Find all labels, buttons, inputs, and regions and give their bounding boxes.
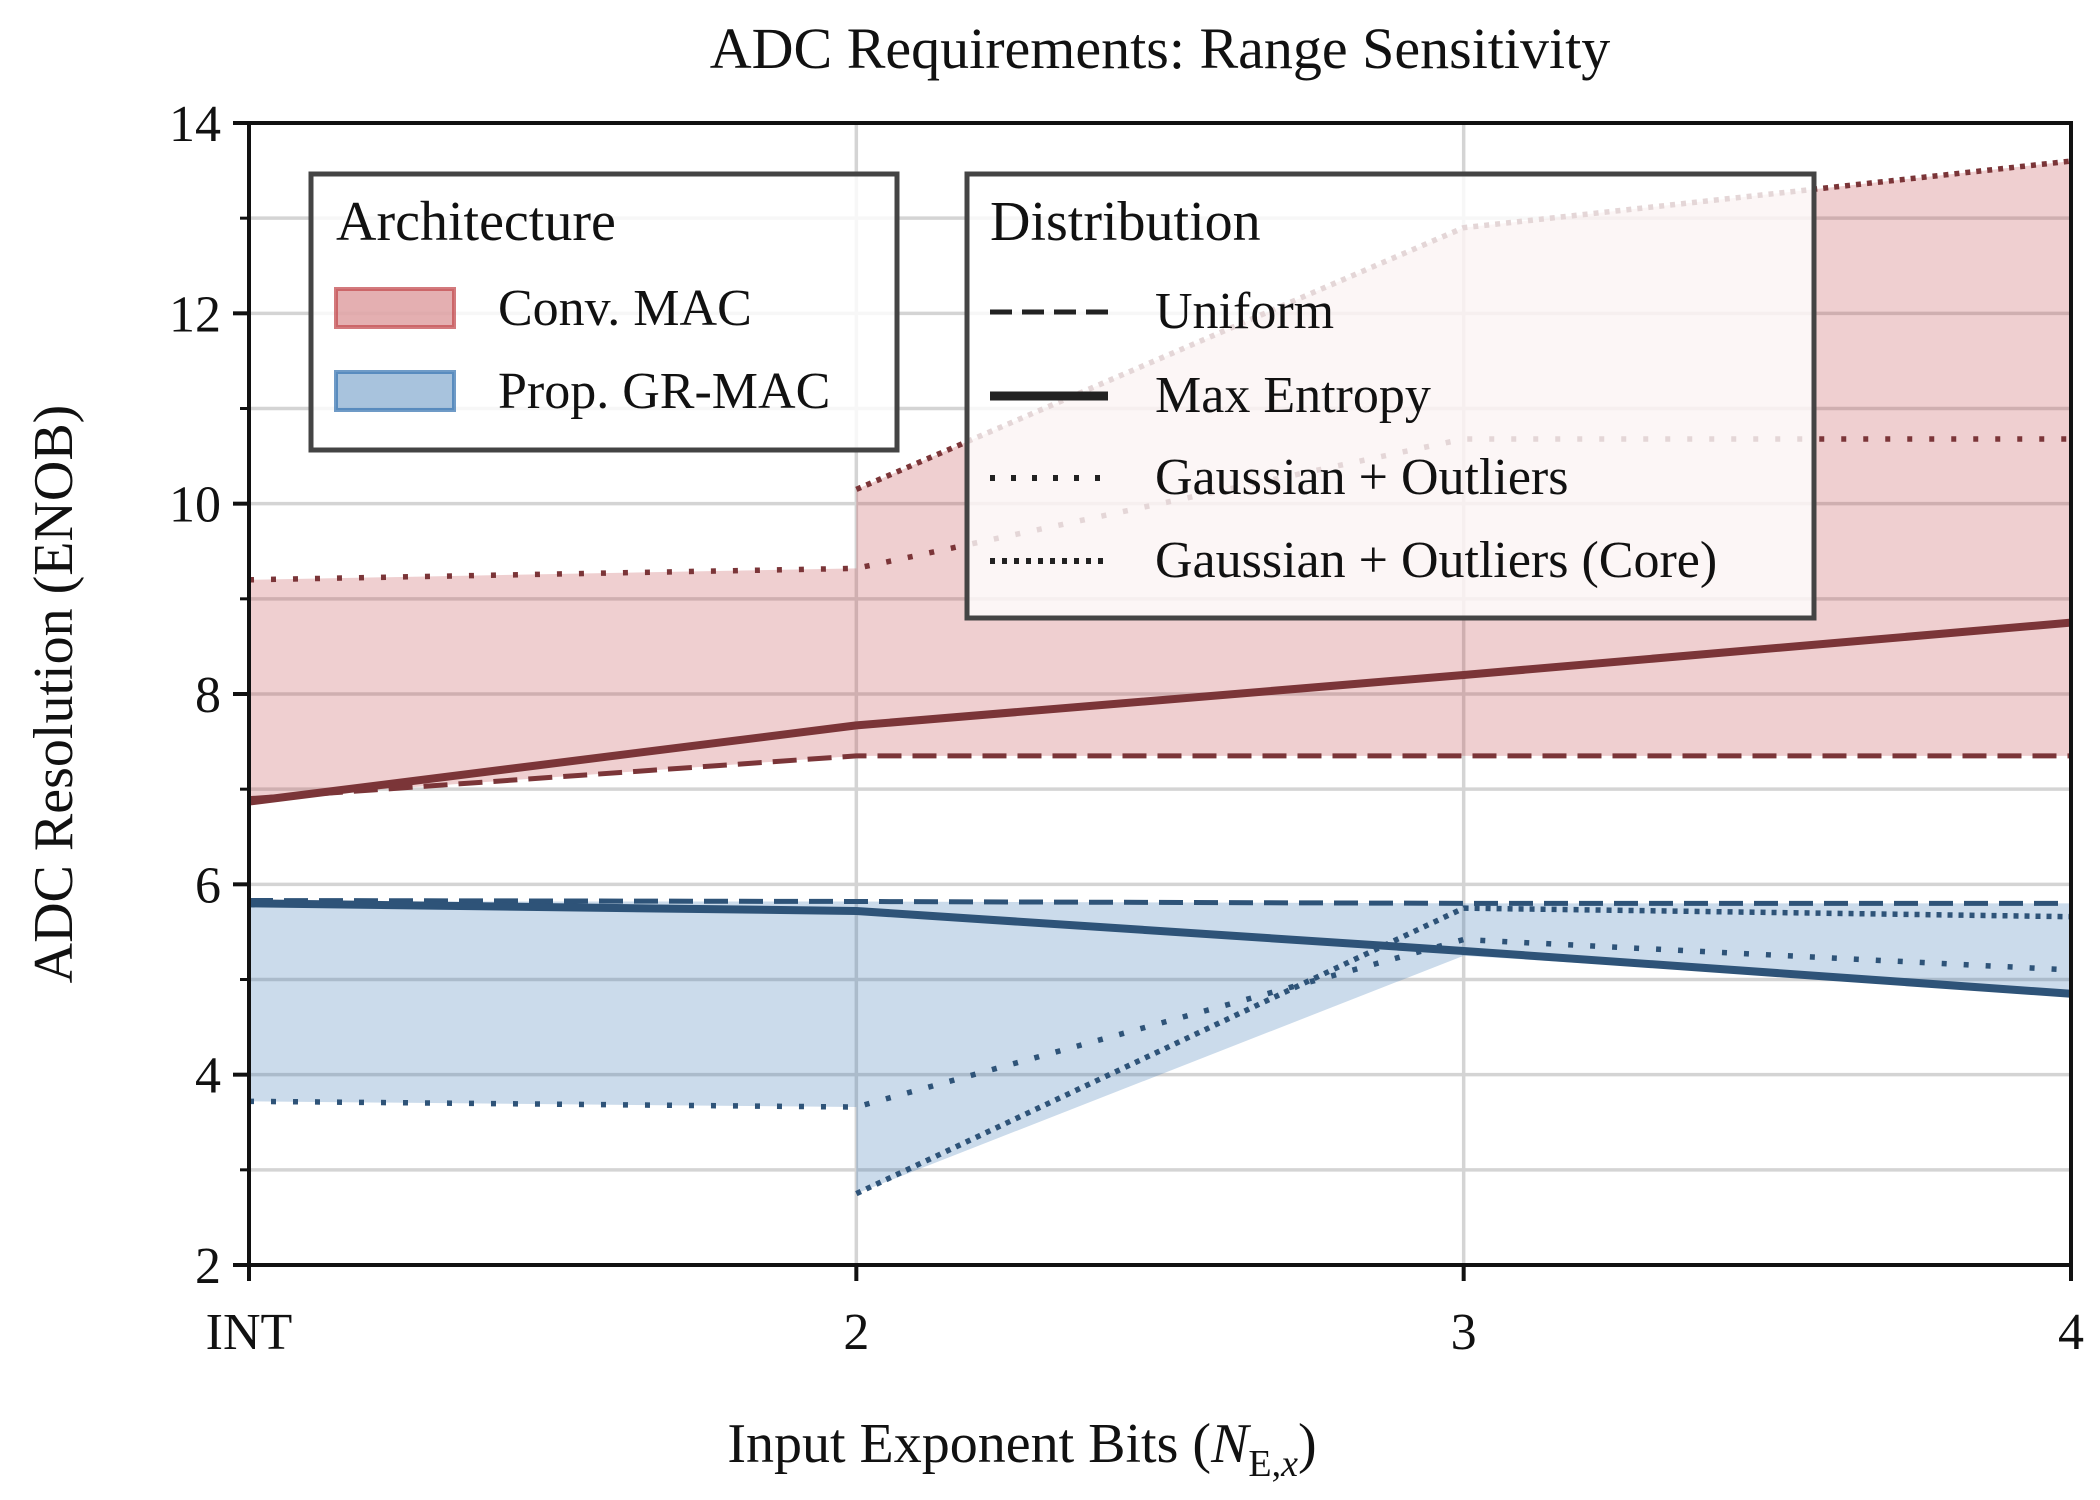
legend-label-gaussian-outliers-core: Gaussian + Outliers (Core) [1155,532,1717,589]
series-line-prop-gr-mac-max-entropy [249,899,2071,998]
legend-title: Architecture [336,191,616,253]
x-tick-label: INT [206,1304,293,1361]
y-tick-label: 10 [169,477,221,534]
legend-distribution: Distribution Uniform Max Entropy Gaussia… [964,171,1817,621]
axis-ticks: 2 4 6 8 10 12 14 INT 2 3 4 [169,96,2084,1361]
chart-title: ADC Requirements: Range Sensitivity [710,16,1611,81]
series-line-prop-gr-mac-gaussian-outliers [249,936,2071,1110]
legend-architecture: Architecture Conv. MAC Prop. GR-MAC [308,171,900,453]
legend-label-gaussian-outliers: Gaussian + Outliers [1155,449,1569,506]
series-line-conv-mac-uniform [249,753,2071,802]
x-axis-label: Input Exponent Bits (NE,x) [727,1413,1316,1485]
y-tick-label: 6 [195,857,221,914]
legend-label-conv-mac: Conv. MAC [498,280,752,337]
y-tick-label: 12 [169,286,221,343]
y-tick-label: 4 [195,1048,221,1105]
series-line-prop-gr-mac-gaussian-outliers-core [855,905,2071,1197]
series-line-conv-mac-max-entropy [249,618,2071,806]
x-tick-label: 3 [1451,1304,1477,1361]
legend-box [308,171,900,453]
y-tick-label: 14 [169,96,221,153]
x-tick-label: 4 [2058,1304,2084,1361]
legend-swatch-conv-mac [334,287,456,329]
legend-label-gr-mac: Prop. GR-MAC [498,363,830,420]
y-tick-label: 8 [195,667,221,724]
y-tick-label: 2 [195,1238,221,1295]
legend-box [964,171,1817,621]
y-axis-label: ADC Resolution (ENOB) [23,405,85,984]
legend-label-uniform: Uniform [1155,283,1334,340]
legend-title: Distribution [990,191,1261,253]
series-line-prop-gr-mac-uniform [249,898,2071,906]
band-prop-gr-mac [249,901,857,1108]
x-tick-label: 2 [843,1304,869,1361]
legend-label-max-entropy: Max Entropy [1155,367,1431,424]
legend-swatch-gr-mac [334,370,456,412]
